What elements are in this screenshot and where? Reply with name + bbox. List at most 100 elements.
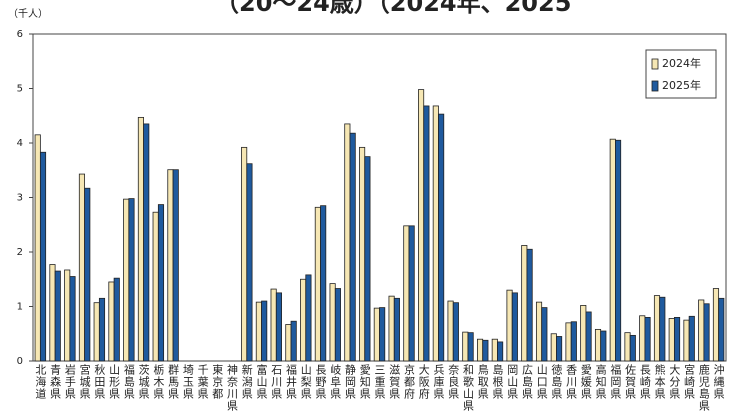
y-tick-label: 0 <box>17 356 23 367</box>
x-tick-label: 群馬県 <box>167 363 180 400</box>
x-tick-label: 千葉県 <box>196 364 209 400</box>
bar <box>246 163 253 362</box>
x-tick-label: 埼玉県 <box>181 363 194 400</box>
x-tick-label: 三重県 <box>373 364 386 400</box>
bar <box>408 225 415 362</box>
x-tick-label: 神奈川県 <box>226 363 239 412</box>
x-tick-label: 富山県 <box>255 363 268 400</box>
x-tick-label: 栃木県 <box>152 363 165 400</box>
bar <box>462 331 469 362</box>
bar <box>521 245 528 362</box>
bar <box>718 297 725 362</box>
bar <box>359 146 366 362</box>
x-tick-label: 茨城県 <box>137 363 150 400</box>
x-tick-label: 福島県 <box>122 363 135 400</box>
bar <box>688 315 695 362</box>
x-tick-label: 青森県 <box>49 364 62 400</box>
y-tick-label: 2 <box>17 247 23 258</box>
bar <box>314 206 321 362</box>
x-tick-label: 山口県 <box>535 364 548 400</box>
bar <box>491 338 498 362</box>
bar <box>364 156 371 362</box>
bar <box>93 302 100 362</box>
bar <box>624 332 631 362</box>
bar <box>39 151 47 362</box>
bar <box>565 322 572 362</box>
bar <box>334 288 341 362</box>
bar <box>98 297 106 362</box>
bar <box>64 269 71 362</box>
x-tick-label: 新潟県 <box>240 363 253 400</box>
bar <box>54 270 61 362</box>
legend-label: 2024年 <box>662 56 701 70</box>
bar <box>143 123 150 362</box>
x-tick-label: 宮崎県 <box>683 363 696 400</box>
x-tick-label: 福井県 <box>285 363 298 400</box>
y-tick-label: 4 <box>17 138 23 149</box>
legend-swatch <box>651 80 659 92</box>
bar <box>673 316 681 362</box>
x-tick-label: 京都府 <box>402 363 415 400</box>
bar <box>34 134 41 362</box>
y-tick-label: 3 <box>17 193 23 204</box>
bar <box>373 307 380 362</box>
bar <box>393 297 400 362</box>
x-tick-label: 秋田県 <box>93 363 106 400</box>
bar <box>69 276 76 362</box>
x-tick-label: 和歌山県 <box>461 364 474 412</box>
x-tick-label: 宮城県 <box>78 363 91 400</box>
bar <box>261 300 268 362</box>
bar <box>609 138 616 362</box>
x-tick-label: 岡山県 <box>506 364 519 400</box>
bar <box>683 319 690 362</box>
x-tick-label: 山梨県 <box>299 364 312 400</box>
bar <box>137 116 144 362</box>
bar <box>329 283 336 362</box>
x-tick-label: 福岡県 <box>609 363 622 400</box>
x-tick-label: 愛媛県 <box>579 364 592 400</box>
bar <box>432 105 439 362</box>
x-tick-label: 兵庫県 <box>432 364 445 400</box>
x-tick-label: 香川県 <box>565 364 578 400</box>
bar <box>629 334 636 362</box>
bar <box>600 330 607 362</box>
bar <box>615 139 622 362</box>
bar <box>506 289 513 362</box>
bar <box>167 169 174 362</box>
x-tick-label: 佐賀県 <box>624 363 637 400</box>
bar <box>172 169 179 362</box>
legend-swatch <box>651 58 659 70</box>
y-tick-label: 6 <box>17 29 23 40</box>
x-tick-label: 広島県 <box>520 364 533 400</box>
x-tick-label: 岩手県 <box>63 363 76 400</box>
y-tick-label: 5 <box>17 84 23 95</box>
bar <box>270 288 277 362</box>
x-tick-label: 鹿児島県 <box>697 363 710 412</box>
bar <box>388 295 395 362</box>
bar <box>438 113 445 362</box>
bar <box>403 225 410 362</box>
x-tick-label: 石川県 <box>270 364 283 400</box>
bar <box>570 321 577 362</box>
y-unit: （千人） <box>8 8 48 20</box>
bar <box>594 328 602 362</box>
bar <box>241 146 248 362</box>
bar <box>78 173 86 362</box>
bar <box>526 248 533 362</box>
x-tick-label: 静岡県 <box>344 363 357 400</box>
bar <box>467 332 474 362</box>
bar <box>556 336 563 362</box>
x-tick-label: 長崎県 <box>638 364 651 400</box>
y-tick-label: 1 <box>17 302 23 313</box>
bar <box>275 292 282 362</box>
bar <box>477 338 484 362</box>
bar <box>644 316 651 362</box>
bar <box>157 204 165 362</box>
bar <box>84 187 91 362</box>
bar <box>300 278 307 362</box>
bar <box>128 198 135 362</box>
bar <box>639 315 646 362</box>
bar <box>698 299 705 362</box>
x-tick-label: 山形県 <box>108 364 121 400</box>
bar <box>653 295 661 362</box>
